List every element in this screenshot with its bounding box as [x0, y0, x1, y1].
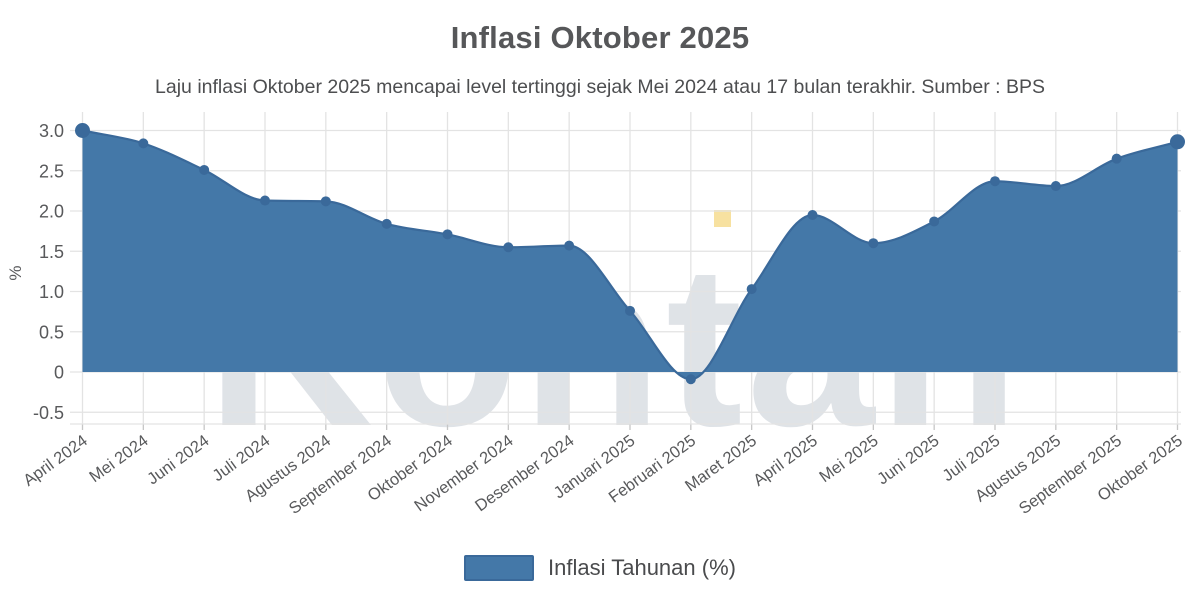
data-point-februari-2025[interactable] — [685, 374, 696, 385]
data-point-juni-2024[interactable] — [199, 164, 210, 175]
y-tick-label: 2.0 — [39, 202, 64, 222]
data-point-juli-2024[interactable] — [260, 195, 270, 206]
data-point-september-2025[interactable] — [1111, 153, 1122, 164]
y-tick-label: 1.5 — [39, 242, 64, 262]
x-tick-label: April 2024 — [20, 432, 91, 490]
chart-subtitle: Laju inflasi Oktober 2025 mencapai level… — [155, 76, 1045, 98]
data-point-oktober-2025[interactable] — [1170, 134, 1185, 150]
y-tick-label: -0.5 — [33, 403, 64, 423]
y-tick-label: 0.5 — [39, 322, 64, 342]
data-point-desember-2024[interactable] — [564, 240, 575, 251]
data-point-agustus-2025[interactable] — [1050, 181, 1061, 192]
legend-swatch — [464, 555, 535, 581]
data-point-september-2024[interactable] — [381, 218, 392, 229]
x-tick-label: Juni 2024 — [144, 432, 212, 489]
y-tick-label: 1.0 — [39, 282, 64, 302]
y-tick-label: 3.0 — [39, 121, 64, 141]
data-point-april-2024[interactable] — [75, 123, 90, 138]
data-point-juli-2025[interactable] — [990, 176, 1000, 187]
y-axis-title: % — [6, 265, 25, 281]
data-point-oktober-2024[interactable] — [442, 229, 453, 240]
y-tick-label: 0 — [54, 363, 64, 383]
data-point-juni-2025[interactable] — [929, 216, 940, 227]
watermark-accent-square — [714, 210, 731, 227]
data-point-mei-2025[interactable] — [868, 238, 879, 249]
data-point-mei-2024[interactable] — [138, 138, 149, 149]
x-tick-label: Mei 2024 — [86, 432, 152, 486]
data-point-april-2025[interactable] — [807, 210, 818, 221]
legend-label: Inflasi Tahunan (%) — [548, 555, 736, 580]
data-point-agustus-2024[interactable] — [320, 196, 331, 207]
chart-title: Inflasi Oktober 2025 — [450, 20, 750, 55]
area-series-fill — [82, 130, 1178, 380]
y-tick-label: 2.5 — [39, 161, 64, 181]
data-point-november-2024[interactable] — [503, 242, 514, 253]
x-tick-label: September 2025 — [1016, 432, 1125, 518]
data-point-maret-2025[interactable] — [746, 284, 757, 295]
legend-item-inflasi-tahunan[interactable]: Inflasi Tahunan (%) — [0, 555, 1200, 581]
data-point-januari-2025[interactable] — [625, 305, 635, 316]
